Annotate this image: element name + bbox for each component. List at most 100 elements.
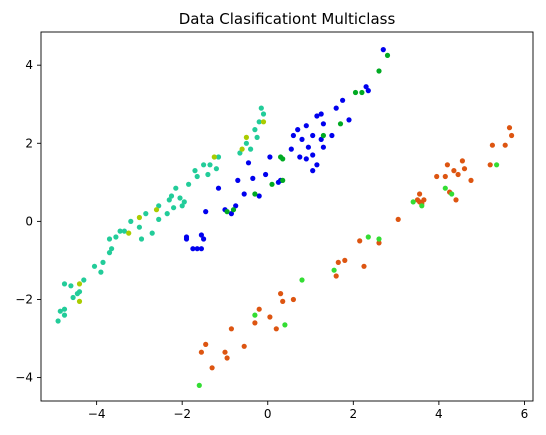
- data-point: [100, 259, 106, 265]
- data-point: [153, 207, 160, 213]
- data-point: [74, 291, 80, 297]
- data-point: [177, 195, 183, 201]
- data-point: [256, 119, 262, 125]
- data-point: [258, 105, 264, 111]
- data-point: [365, 88, 371, 94]
- data-point: [121, 228, 127, 234]
- data-point: [453, 197, 459, 203]
- data-point: [109, 246, 115, 252]
- data-point: [166, 197, 172, 203]
- data-point: [252, 312, 258, 318]
- data-point: [376, 68, 382, 74]
- chart-title: Data Clasificationt Multiclass: [179, 10, 396, 28]
- data-point: [318, 136, 324, 142]
- data-point: [164, 211, 170, 217]
- data-point: [61, 306, 68, 312]
- data-point: [346, 117, 352, 123]
- x-tick-label: 0: [264, 407, 272, 421]
- data-point: [376, 236, 382, 242]
- data-point: [263, 171, 269, 178]
- data-point: [168, 193, 175, 199]
- data-point: [421, 197, 427, 203]
- data-point: [228, 326, 234, 332]
- data-point: [201, 162, 207, 168]
- y-tick-label: 0: [25, 214, 33, 228]
- data-point: [201, 236, 207, 242]
- data-point: [299, 136, 305, 142]
- data-point: [237, 150, 243, 156]
- x-tick-label: 4: [435, 407, 443, 421]
- data-point: [106, 236, 113, 242]
- data-point: [267, 154, 273, 160]
- axes: −4 −2 0 2 4 6 −4 −2 0 2 4: [15, 31, 534, 421]
- data-point: [224, 209, 230, 215]
- data-point: [340, 97, 346, 103]
- data-point: [314, 162, 320, 168]
- plot-frame: [40, 31, 534, 402]
- data-point: [138, 236, 145, 242]
- data-point: [207, 162, 213, 168]
- data-point: [198, 232, 204, 238]
- data-point: [70, 294, 76, 301]
- data-point: [260, 119, 267, 125]
- data-point: [489, 142, 495, 148]
- data-point: [192, 168, 198, 174]
- data-point: [194, 246, 200, 252]
- data-point: [245, 160, 252, 166]
- data-point: [68, 283, 74, 289]
- data-point: [256, 193, 262, 199]
- data-point: [256, 306, 262, 312]
- data-points: [55, 47, 515, 388]
- data-point: [410, 199, 416, 205]
- data-point: [359, 89, 365, 96]
- data-point: [363, 84, 369, 90]
- data-point: [241, 191, 247, 197]
- data-point: [117, 228, 123, 234]
- data-point: [156, 203, 162, 209]
- data-point: [136, 214, 142, 221]
- data-point: [128, 218, 134, 224]
- data-point: [215, 154, 222, 160]
- data-point: [61, 281, 68, 287]
- data-point: [113, 234, 119, 240]
- data-point: [203, 341, 209, 347]
- data-point: [297, 154, 303, 160]
- data-point: [196, 382, 202, 388]
- data-point: [248, 146, 254, 152]
- data-point: [76, 281, 83, 287]
- data-point: [310, 132, 316, 139]
- data-point: [241, 343, 247, 349]
- data-point: [444, 162, 450, 168]
- data-point: [361, 263, 367, 269]
- data-point: [243, 134, 249, 140]
- data-point: [342, 257, 348, 263]
- data-point: [335, 259, 341, 265]
- data-point: [384, 52, 391, 59]
- data-point: [156, 216, 162, 222]
- data-point: [455, 171, 461, 178]
- y-tick-label: −2: [15, 292, 33, 306]
- data-point: [451, 168, 457, 174]
- data-point: [181, 199, 187, 205]
- data-point: [290, 296, 296, 303]
- data-point: [213, 166, 219, 172]
- data-point: [314, 113, 320, 119]
- data-point: [282, 322, 288, 328]
- data-point: [209, 365, 215, 371]
- data-point: [98, 269, 104, 275]
- data-point: [254, 134, 260, 140]
- data-point: [357, 238, 363, 244]
- data-point: [509, 132, 515, 139]
- data-point: [215, 185, 222, 191]
- data-point: [252, 191, 258, 197]
- data-point: [320, 132, 326, 139]
- data-point: [320, 121, 326, 127]
- data-point: [269, 181, 275, 187]
- data-point: [487, 162, 493, 168]
- data-point: [333, 273, 339, 279]
- data-point: [310, 152, 316, 158]
- data-point: [194, 173, 200, 180]
- data-point: [329, 132, 335, 139]
- data-point: [267, 314, 273, 320]
